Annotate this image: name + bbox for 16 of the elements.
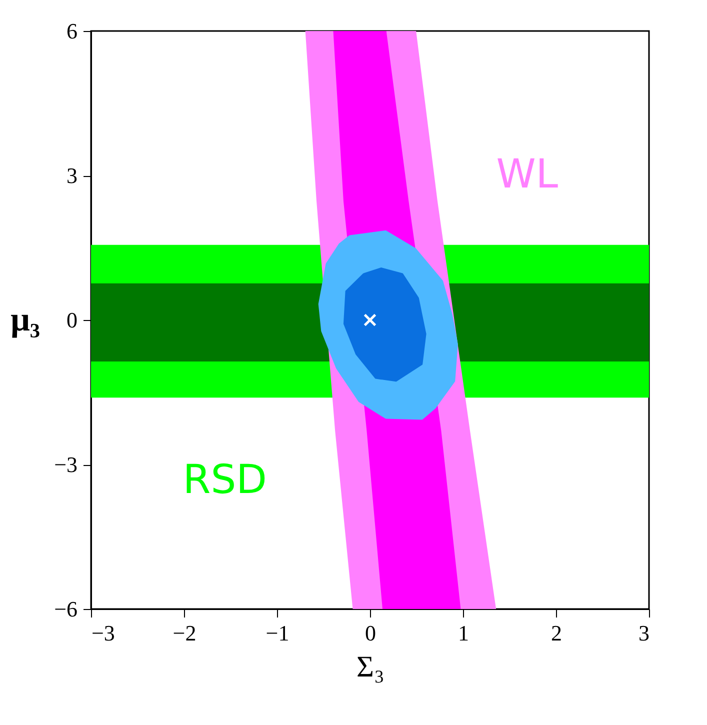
y-tick-label: 0 [66, 308, 78, 332]
y-tick-label: 6 [66, 18, 78, 44]
y-tick-label: −6 [54, 596, 78, 622]
x-tick-label: 2 [551, 620, 562, 646]
series-label: RSD [182, 456, 267, 503]
y-tick-label: 3 [66, 163, 78, 188]
x-tick-label: −3 [92, 620, 115, 646]
y-tick-label: −3 [54, 452, 78, 477]
x-axis-title: Σ₃ [356, 650, 384, 684]
y-axis-title: μ₃ [10, 302, 40, 338]
x-tick-label: 3 [638, 620, 650, 646]
x-tick-label: 1 [458, 620, 469, 646]
x-tick-label: −2 [172, 620, 196, 646]
x-tick-label: −1 [266, 620, 290, 646]
x-tick-label: 0 [365, 620, 376, 646]
series-label: WL [496, 152, 559, 198]
